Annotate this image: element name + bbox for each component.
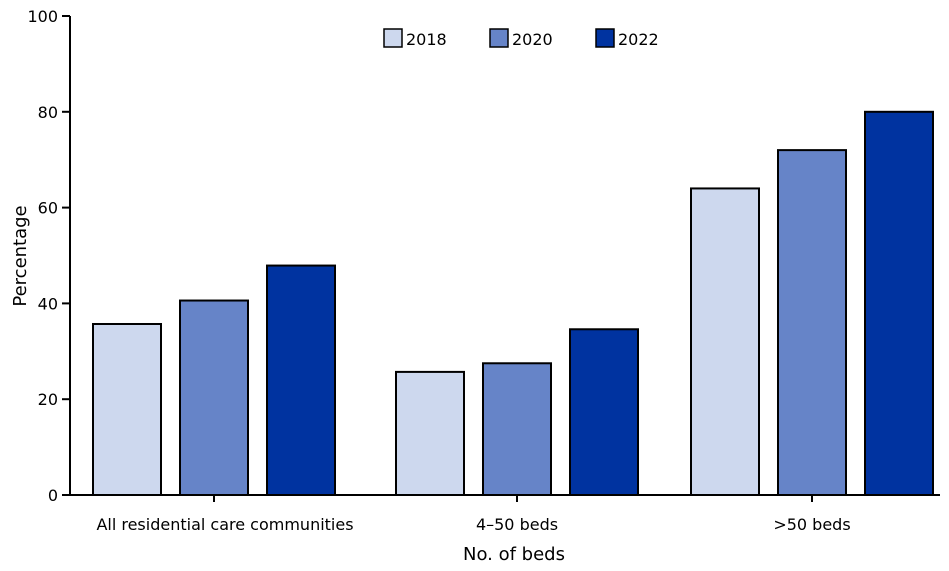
legend-label-2022: 2022 — [618, 30, 659, 49]
bar-50-beds-2018 — [690, 187, 760, 496]
y-tick-label-60: 60 — [38, 199, 58, 218]
x-axis: All residential care communities 4–50 bed… — [70, 494, 940, 534]
legend-swatch-2022 — [595, 28, 615, 48]
legend-swatch-2020 — [489, 28, 509, 48]
legend-label-2018: 2018 — [406, 30, 447, 49]
y-tick-label-0: 0 — [48, 486, 58, 505]
bars-group — [92, 110, 934, 497]
y-tick-label-100: 100 — [27, 7, 58, 26]
y-axis-title: Percentage — [10, 205, 31, 306]
y-tick-label-20: 20 — [38, 390, 58, 409]
bar-4-50-beds-2018 — [395, 370, 465, 496]
x-tick-label-4-50-beds: 4–50 beds — [476, 515, 558, 534]
bar-50-beds-2022 — [864, 110, 934, 497]
y-tick-label-80: 80 — [38, 103, 58, 122]
legend-label-2020: 2020 — [512, 30, 553, 49]
x-tick-label-50-beds: >50 beds — [773, 515, 850, 534]
x-axis-title: No. of beds — [463, 544, 565, 565]
bar-50-beds-2020 — [777, 149, 847, 496]
bar-4-50-beds-2020 — [482, 362, 552, 496]
y-axis: 0 20 40 60 80 100 — [27, 7, 71, 505]
y-tick-label-40: 40 — [38, 294, 58, 313]
legend: 2018 2020 2022 — [383, 28, 659, 49]
x-tick-label-all-residential-care-communities: All residential care communities — [96, 515, 353, 534]
legend-swatch-2018 — [383, 28, 403, 48]
bar-4-50-beds-2022 — [569, 328, 639, 496]
bar-all-residential-care-communities-2020 — [179, 299, 249, 496]
bar-all-residential-care-communities-2018 — [92, 322, 162, 497]
bar-all-residential-care-communities-2022 — [266, 264, 336, 496]
